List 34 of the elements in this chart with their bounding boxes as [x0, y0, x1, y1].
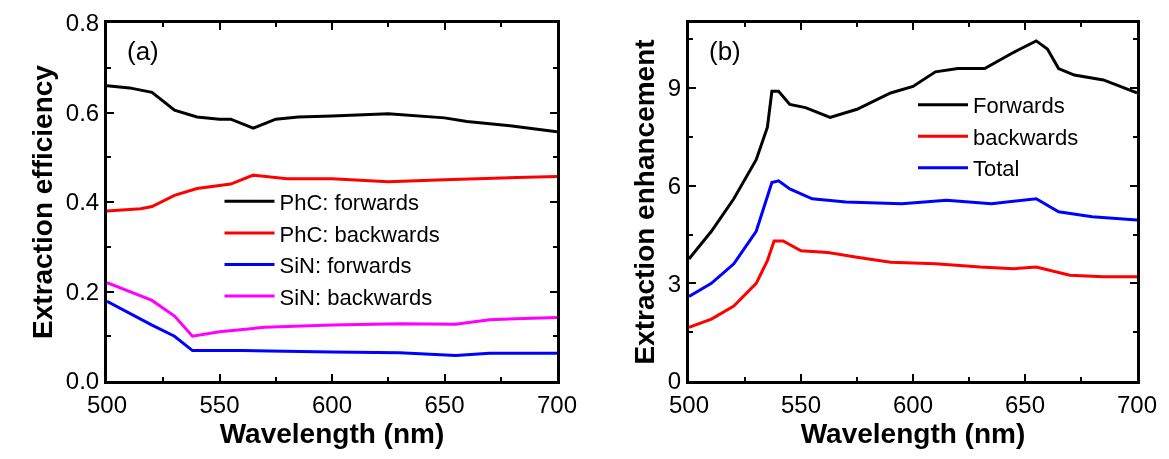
y-tick-label: 0.6	[65, 98, 100, 126]
legend-label: Total	[973, 156, 1020, 182]
annotation: (b)	[709, 36, 741, 66]
y-axis-title: Extraction efficiency	[26, 64, 58, 339]
line-series	[689, 179, 1137, 298]
x-tick-label: 550	[780, 390, 822, 418]
line-series	[107, 281, 557, 338]
legend-label: backwards	[973, 124, 1079, 150]
y-tick-label: 0.2	[65, 277, 100, 305]
line-series	[107, 173, 557, 213]
y-tick-label: 9	[667, 74, 682, 102]
x-tick-label: 600	[892, 390, 934, 418]
y-tick-label: 0.8	[65, 9, 100, 37]
annotation: (a)	[127, 36, 159, 66]
y-tick-label: 0.4	[65, 188, 100, 216]
legend-label: SiN: forwards	[279, 253, 412, 279]
x-axis-title: Wavelength (nm)	[219, 417, 445, 449]
x-tick-label: 650	[424, 390, 465, 418]
x-tick-label: 650	[1004, 390, 1046, 418]
y-tick-label: 6	[667, 172, 682, 200]
line-series	[689, 39, 1137, 261]
legend-label: Forwards	[973, 93, 1065, 119]
line-series	[107, 84, 557, 134]
y-tick-label: 3	[667, 269, 682, 297]
legend-label: PhC: backwards	[279, 221, 440, 247]
x-axis-title: Wavelength (nm)	[800, 417, 1026, 449]
x-tick-label: 700	[1116, 390, 1158, 418]
line-series	[689, 239, 1137, 329]
y-axis-title: Extraction enhancement	[628, 39, 660, 365]
legend-label: SiN: backwards	[279, 284, 433, 310]
legend-label: PhC: forwards	[279, 189, 419, 215]
x-tick-label: 700	[536, 390, 578, 418]
x-tick-label: 600	[311, 390, 353, 418]
x-tick-label: 550	[199, 390, 240, 418]
